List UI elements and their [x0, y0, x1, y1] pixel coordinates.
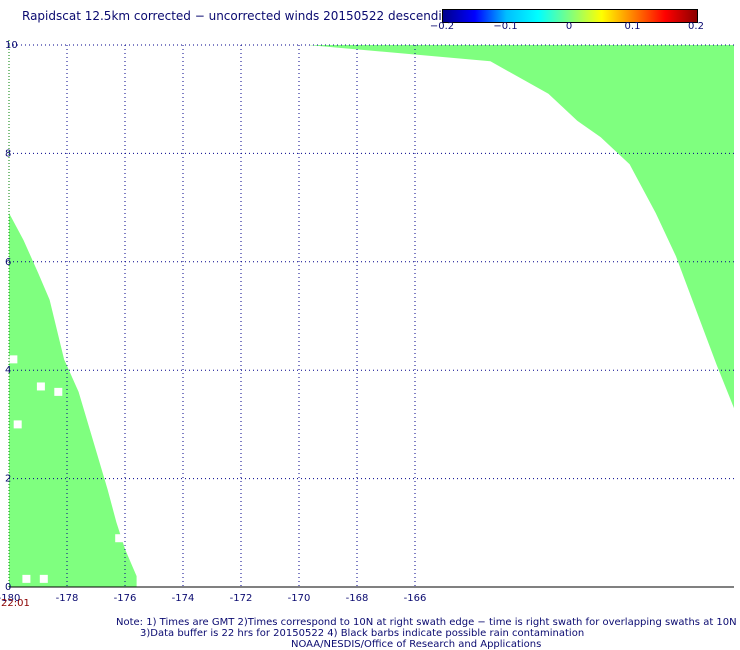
colorbar-tick-label: −0.1: [493, 21, 518, 32]
x-tick-label: -166: [404, 593, 427, 604]
x-tick-label: -174: [172, 593, 195, 604]
missing-data-cell: [9, 355, 18, 364]
x-tick-label: -180: [0, 593, 20, 604]
colorbar-tick-label: −0.2: [429, 21, 455, 32]
y-tick-label: 4: [5, 365, 11, 376]
missing-data-cell: [22, 574, 31, 583]
time-label: 22:01: [1, 598, 30, 609]
swath-area: [9, 213, 137, 587]
x-tick-label: -176: [114, 593, 137, 604]
chart-title: Rapidscat 12.5km corrected − uncorrected…: [22, 9, 457, 23]
missing-data-cell: [36, 382, 45, 391]
axes-layer: -180 -178 -176 -174 -172 -170 -168 -166 0 2 4 6 8 10: [0, 40, 734, 604]
grid-layer: [9, 44, 734, 587]
y-tick-label: 6: [5, 257, 11, 268]
colorbar-tick-label: 0.2: [688, 21, 704, 32]
swath-layer: [9, 45, 734, 587]
colorbar: [442, 9, 698, 23]
y-tick-label: 0: [5, 582, 11, 593]
missing-data-cell: [399, 143, 408, 152]
x-tick-label: -178: [56, 593, 79, 604]
x-tick-label: -172: [230, 593, 253, 604]
colorbar-tick-label: 0: [565, 21, 573, 32]
y-tick-label: 2: [5, 474, 11, 485]
swath-area: [307, 45, 734, 409]
missing-data-cell: [13, 420, 22, 429]
missing-data-cell: [115, 534, 124, 543]
y-tick-label: 8: [5, 148, 11, 159]
missing-data-cell: [54, 387, 63, 396]
note-line-2: 3)Data buffer is 22 hrs for 20150522 4) …: [140, 628, 585, 639]
colorbar-tick-label: 0.1: [624, 21, 641, 32]
x-tick-label: -168: [346, 593, 369, 604]
note-line-1: Note: 1) Times are GMT 2)Times correspon…: [116, 617, 737, 628]
note-line-3: NOAA/NESDIS/Office of Research and Appli…: [291, 639, 542, 650]
x-tick-label: -170: [288, 593, 311, 604]
y-tick-label: 10: [5, 40, 18, 51]
missing-data-cell: [39, 574, 48, 583]
